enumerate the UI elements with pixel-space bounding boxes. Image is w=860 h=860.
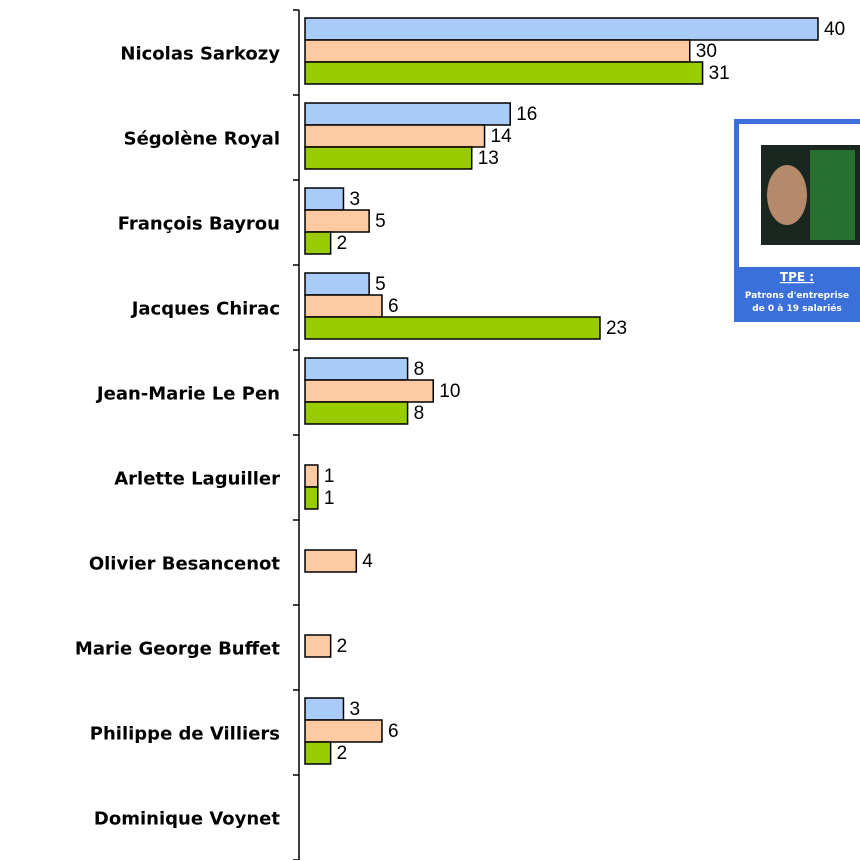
value-label: 14 [491,126,513,147]
value-label: 2 [337,233,348,254]
inset-text: de 0 à 19 salariés [752,303,842,314]
value-label: 6 [388,721,399,742]
bar [305,188,343,210]
value-label: 1 [324,488,335,509]
bar [305,487,318,509]
bar [305,720,382,742]
value-label: 3 [349,699,360,720]
bar [305,295,382,317]
category-label: François Bayrou [118,214,280,235]
value-label: 3 [349,189,360,210]
value-label: 31 [709,63,730,84]
value-label: 5 [375,211,386,232]
category-label: Olivier Besancenot [89,554,281,575]
bar [305,317,600,339]
bar [305,358,408,380]
value-label: 1 [324,466,335,487]
bar [305,40,690,62]
bar [305,273,369,295]
bar [305,62,703,84]
category-label: Jacques Chirac [130,299,280,320]
bar [305,232,331,254]
category-label: Ségolène Royal [124,129,280,150]
value-label: 16 [516,104,537,125]
bar [305,125,485,147]
value-label: 8 [414,359,425,380]
bar [305,18,818,40]
category-label: Nicolas Sarkozy [120,44,280,65]
category-label: Arlette Laguiller [114,469,280,490]
bar [305,210,369,232]
inset-photo-face [767,165,807,225]
inset: TPE : Patrons d'entreprise de 0 à 19 sal… [734,119,860,322]
bar [305,380,433,402]
value-label: 2 [337,636,348,657]
value-label: 40 [824,19,845,40]
bar [305,465,318,487]
chart: TPE : Patrons d'entreprise de 0 à 19 sal… [0,0,860,860]
value-label: 30 [696,41,717,62]
inset-title: TPE : [780,270,814,284]
category-label: Jean-Marie Le Pen [95,384,280,405]
category-label: Marie George Buffet [75,639,280,660]
bar [305,402,408,424]
bar [305,698,343,720]
value-label: 2 [337,743,348,764]
value-label: 5 [375,274,386,295]
inset-photo-screen [810,150,855,240]
category-label: Dominique Voynet [94,809,280,830]
bar [305,742,331,764]
bar [305,103,510,125]
inset-text: Patrons d'entreprise [745,291,849,301]
value-label: 4 [362,551,373,572]
value-label: 8 [414,403,425,424]
bar [305,635,331,657]
value-label: 23 [606,318,627,339]
value-label: 13 [478,148,499,169]
value-label: 6 [388,296,399,317]
bar [305,550,356,572]
category-label: Philippe de Villiers [90,724,280,745]
bar [305,147,472,169]
value-label: 10 [439,381,460,402]
